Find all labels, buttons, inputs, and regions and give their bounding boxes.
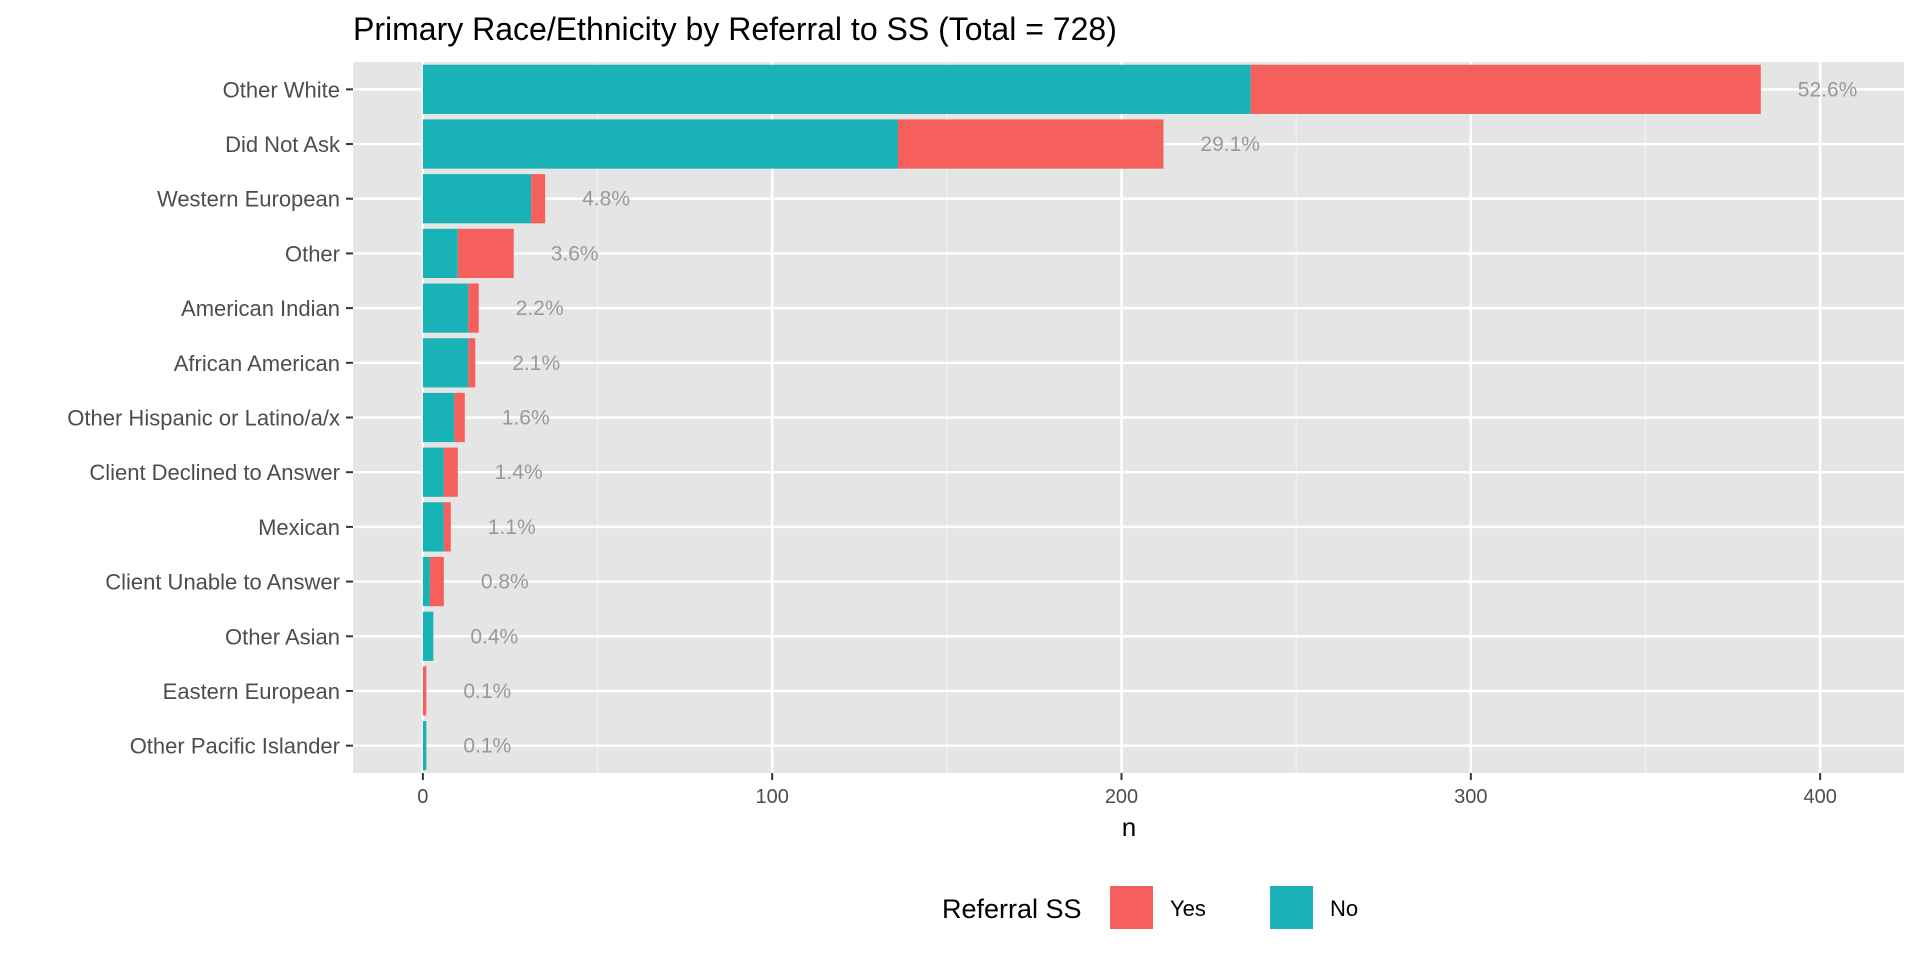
bar-yes <box>422 666 427 716</box>
bar-yes <box>457 228 514 279</box>
percent-label: 1.6% <box>502 407 550 430</box>
y-axis: Other White Did Not Ask Western European Ot… <box>67 77 353 759</box>
bar-yes <box>1250 64 1761 114</box>
y-tick-label: Client Declined to Answer <box>89 460 340 485</box>
legend-title: Referral SS <box>942 894 1082 924</box>
y-tick-label: Other White <box>223 77 340 102</box>
bars <box>422 64 1761 771</box>
y-tick-label: Other Hispanic or Latino/a/x <box>67 406 340 431</box>
x-tick-label: 100 <box>756 786 789 808</box>
bar-no <box>422 283 469 333</box>
chart-title: Primary Race/Ethnicity by Referral to SS… <box>353 11 1117 47</box>
x-tick-label: 300 <box>1454 786 1487 808</box>
legend-key-yes <box>1110 886 1153 929</box>
percent-label: 0.8% <box>481 571 529 594</box>
y-tick-label: Client Unable to Answer <box>105 570 340 595</box>
bar-yes <box>429 556 444 607</box>
bar-no <box>422 502 444 552</box>
percent-label: 1.1% <box>488 516 536 539</box>
percent-label: 2.1% <box>512 352 560 375</box>
percent-label: 0.1% <box>463 735 511 758</box>
y-tick-label: African American <box>174 351 340 376</box>
bar-yes <box>454 392 465 443</box>
bar-yes <box>468 283 479 333</box>
legend-label-yes: Yes <box>1170 896 1206 921</box>
x-tick-label: 0 <box>417 786 428 808</box>
bar-no <box>422 338 469 388</box>
percent-label: 29.1% <box>1200 133 1260 156</box>
percent-labels: 52.6% 29.1% 4.8% 3.6% 2.2% 2.1% 1.6% 1.4% 1.1% 0.… <box>463 78 1857 757</box>
bar-no <box>422 119 898 169</box>
bar-no <box>422 556 430 607</box>
y-tick-label: Western European <box>157 187 340 212</box>
x-tick-label: 200 <box>1105 786 1138 808</box>
y-tick-label: Did Not Ask <box>225 132 341 157</box>
percent-label: 0.4% <box>470 625 518 648</box>
percent-label: 2.2% <box>516 297 564 320</box>
percent-label: 0.1% <box>463 680 511 703</box>
bar-yes <box>443 447 458 497</box>
y-tick-label: American Indian <box>181 296 340 321</box>
legend-key-no <box>1270 886 1313 929</box>
legend-label-no: No <box>1330 896 1358 921</box>
y-tick-label: Other Pacific Islander <box>130 734 340 759</box>
y-tick-label: Mexican <box>258 515 340 540</box>
bar-yes <box>468 338 476 388</box>
legend: Referral SS Yes No <box>942 886 1358 929</box>
percent-label: 52.6% <box>1798 78 1858 101</box>
x-axis-title: n <box>1122 812 1136 842</box>
bar-yes <box>531 174 546 224</box>
bar-yes <box>443 502 451 552</box>
bar-yes <box>897 119 1164 169</box>
x-axis: 0 100 200 300 400 <box>417 773 1837 808</box>
y-tick-label: Other Asian <box>225 624 340 649</box>
y-tick-label: Other <box>285 241 340 266</box>
percent-label: 1.4% <box>495 461 543 484</box>
percent-label: 3.6% <box>551 242 599 265</box>
bar-no <box>422 64 1251 114</box>
percent-label: 4.8% <box>582 188 630 211</box>
bar-no <box>422 721 427 771</box>
x-tick-label: 400 <box>1803 786 1836 808</box>
bar-no <box>422 174 532 224</box>
bar-no <box>422 392 455 443</box>
bar-no <box>422 447 444 497</box>
bar-no <box>422 228 458 279</box>
y-tick-label: Eastern European <box>163 679 340 704</box>
bar-no <box>422 611 434 661</box>
